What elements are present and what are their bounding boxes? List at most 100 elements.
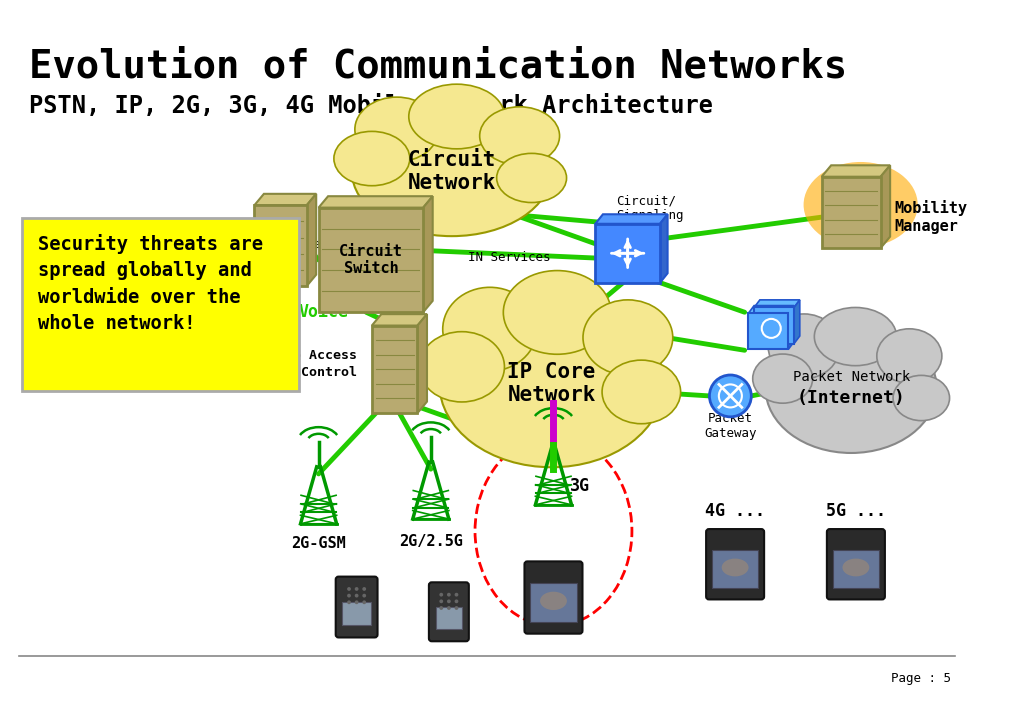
Ellipse shape [442,287,537,371]
Text: Gateway: Gateway [705,427,757,440]
Circle shape [347,594,351,597]
Ellipse shape [753,354,813,403]
Polygon shape [423,196,433,312]
Text: Gateway: Gateway [616,223,669,236]
FancyBboxPatch shape [821,177,881,248]
Text: Security threats are
spread globally and
worldwide over the
whole network!: Security threats are spread globally and… [38,234,263,333]
FancyBboxPatch shape [254,205,307,286]
Ellipse shape [439,300,664,467]
Polygon shape [595,214,668,224]
Ellipse shape [419,331,505,402]
Circle shape [347,587,351,591]
Text: 2G-GSM: 2G-GSM [291,535,346,551]
Circle shape [354,600,358,604]
Text: PSTN, IP, 2G, 3G, 4G Mobile Network Architecture: PSTN, IP, 2G, 3G, 4G Mobile Network Arch… [29,94,713,117]
Text: PSTN: PSTN [133,222,167,236]
Ellipse shape [804,162,918,247]
Ellipse shape [766,324,937,453]
Ellipse shape [768,314,840,379]
Ellipse shape [479,107,559,165]
Text: Evolution of Communication Networks: Evolution of Communication Networks [29,48,847,86]
Text: Page : 5: Page : 5 [891,672,951,685]
Circle shape [446,606,451,610]
Ellipse shape [602,360,681,424]
Text: Public Switched Telephone: Public Switched Telephone [133,238,321,251]
Text: Packet: Packet [708,412,753,425]
Text: Mobility: Mobility [894,200,967,215]
Polygon shape [660,214,668,283]
Text: Circuit
Network: Circuit Network [408,150,496,193]
Circle shape [455,599,459,603]
Ellipse shape [583,300,673,375]
Text: 5G ...: 5G ... [826,503,886,520]
Text: (Internet): (Internet) [797,389,905,407]
FancyBboxPatch shape [318,208,423,312]
FancyBboxPatch shape [524,562,583,634]
Polygon shape [788,306,794,349]
Circle shape [439,593,443,597]
Text: Signaling: Signaling [616,209,684,222]
Ellipse shape [409,84,505,149]
FancyBboxPatch shape [435,606,462,629]
Circle shape [455,606,459,610]
FancyBboxPatch shape [336,577,378,638]
FancyBboxPatch shape [833,550,880,588]
Circle shape [446,593,451,597]
Ellipse shape [540,592,567,610]
FancyBboxPatch shape [827,529,885,599]
FancyBboxPatch shape [754,307,794,343]
FancyBboxPatch shape [595,224,660,283]
Polygon shape [881,165,890,248]
Polygon shape [318,196,433,208]
Ellipse shape [334,132,410,186]
Circle shape [439,599,443,603]
Text: Call: Call [799,317,836,332]
Ellipse shape [355,97,438,162]
Circle shape [455,593,459,597]
Ellipse shape [497,154,566,203]
Ellipse shape [877,328,942,383]
FancyBboxPatch shape [707,529,764,599]
Circle shape [354,594,358,597]
Text: IN Services: IN Services [468,250,550,264]
FancyBboxPatch shape [372,326,418,413]
FancyBboxPatch shape [23,218,299,391]
Circle shape [362,587,367,591]
Text: 4G ...: 4G ... [706,503,765,520]
FancyBboxPatch shape [429,582,469,641]
FancyBboxPatch shape [712,550,759,588]
Polygon shape [821,165,890,177]
Text: Radio Access: Radio Access [261,348,356,361]
Text: Circuit
Switch: Circuit Switch [339,244,402,276]
Polygon shape [754,300,800,307]
Polygon shape [372,314,427,326]
Ellipse shape [843,559,869,577]
Circle shape [362,600,367,604]
Polygon shape [794,300,800,343]
Ellipse shape [352,107,552,236]
Circle shape [710,375,752,417]
Circle shape [347,600,351,604]
Circle shape [362,594,367,597]
Text: IP Core
Network: IP Core Network [507,362,596,405]
Text: Control: Control [301,365,356,379]
FancyBboxPatch shape [749,313,788,349]
Ellipse shape [814,307,896,365]
Ellipse shape [504,271,611,354]
Text: 2G/2.5G: 2G/2.5G [399,534,463,549]
Text: Packet Network: Packet Network [793,370,909,384]
Ellipse shape [893,375,949,421]
Circle shape [439,606,443,610]
Text: Manager: Manager [894,219,957,234]
Ellipse shape [722,559,749,577]
Circle shape [446,599,451,603]
Polygon shape [749,306,794,313]
Polygon shape [418,314,427,413]
Text: Circuit/: Circuit/ [616,195,676,208]
Text: Agent: Agent [799,334,845,349]
Circle shape [354,587,358,591]
FancyBboxPatch shape [530,583,577,622]
Polygon shape [254,194,316,205]
Text: Voice: Voice [298,303,348,321]
Text: 3G: 3G [570,477,590,495]
